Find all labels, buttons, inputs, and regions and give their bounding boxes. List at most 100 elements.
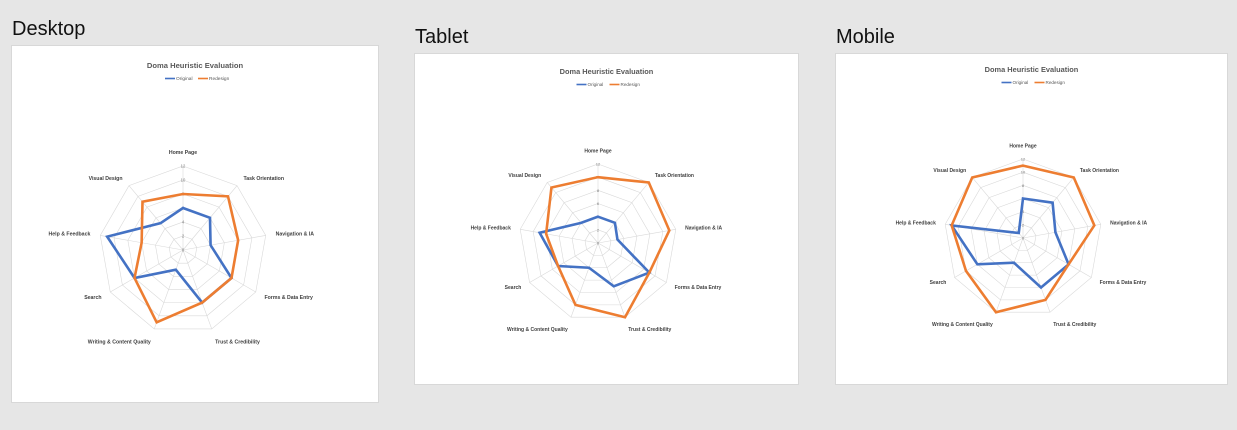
radar-grid <box>99 165 267 330</box>
category-label-home-page: Home Page <box>1009 144 1036 150</box>
series-line-original <box>105 206 234 305</box>
tick-label: 6 <box>597 201 600 206</box>
tick-label: 10 <box>1021 170 1026 175</box>
grid-spoke <box>1022 223 1101 239</box>
category-label-visual-design: Visual Design <box>508 173 541 179</box>
tick-label: 12 <box>1021 157 1026 162</box>
category-label-visual-design: Visual Design <box>89 176 123 182</box>
chart-title: Doma Heuristic Evaluation <box>560 67 654 76</box>
category-label-forms-and-data-entry: Forms & Data Entry <box>675 285 722 291</box>
category-label-home-page: Home Page <box>584 149 611 155</box>
tick-label: 12 <box>181 164 186 169</box>
series-line-redesign <box>544 175 671 319</box>
category-label-visual-design: Visual Design <box>933 168 966 174</box>
grid-spoke <box>971 177 1024 239</box>
grid-spoke <box>128 185 184 251</box>
grid-ring <box>141 207 225 290</box>
category-label-search: Search <box>505 285 522 291</box>
category-label-navigation-and-ia: Navigation & IA <box>276 232 315 238</box>
grid-spoke <box>995 237 1024 313</box>
grid-ring <box>127 193 239 303</box>
category-label-help-and-feedback: Help & Feedback <box>471 226 512 232</box>
grid-spoke <box>182 235 266 251</box>
grid-ring <box>970 185 1076 288</box>
tick-label: 4 <box>1022 209 1025 214</box>
grid-ring <box>168 235 198 264</box>
series-line-redesign <box>133 192 240 325</box>
grid-spoke <box>182 249 213 330</box>
grid-ring <box>957 171 1089 301</box>
category-label-search: Search <box>930 280 947 286</box>
tick-label: 0 <box>597 241 600 246</box>
grid-spoke <box>1022 177 1075 239</box>
grid-ring <box>113 179 253 317</box>
grid-spoke <box>597 228 676 244</box>
tick-label: 8 <box>597 188 600 193</box>
radar-chart-desktop: Doma Heuristic Evaluation Original Redesig… <box>49 61 315 345</box>
category-label-task-orientation: Task Orientation <box>1080 168 1119 174</box>
grid-ring <box>996 211 1050 264</box>
tick-label: 12 <box>596 162 601 167</box>
grid-ring <box>558 203 638 281</box>
tick-label: 4 <box>182 220 185 225</box>
grid-spoke <box>182 249 256 293</box>
tick-label: 2 <box>1022 222 1025 227</box>
legend-label-redesign: Redesign <box>209 76 230 82</box>
category-label-search: Search <box>84 295 101 301</box>
chart-card-desktop: Doma Heuristic Evaluation Original Redesig… <box>12 46 378 402</box>
grid-ring <box>944 158 1102 313</box>
grid-spoke <box>597 242 667 283</box>
tick-label: 2 <box>597 227 600 232</box>
category-label-task-orientation: Task Orientation <box>655 173 694 179</box>
category-label-writing-and-content-quality: Writing & Content Quality <box>507 327 568 333</box>
radar-chart-tablet: Doma Heuristic Evaluation Original Redesig… <box>471 67 723 333</box>
grid-ring <box>584 229 612 256</box>
grid-ring <box>532 176 664 306</box>
grid-spoke <box>597 182 650 244</box>
category-label-forms-and-data-entry: Forms & Data Entry <box>1100 280 1147 286</box>
grid-ring <box>155 221 211 277</box>
panel-label-desktop: Desktop <box>12 18 86 40</box>
tick-label: 0 <box>182 248 185 253</box>
category-label-help-and-feedback: Help & Feedback <box>896 221 937 227</box>
series-line-original <box>537 215 652 288</box>
grid-spoke <box>110 249 184 293</box>
category-label-home-page: Home Page <box>169 150 197 156</box>
chart-card-tablet: Doma Heuristic Evaluation Original Redesig… <box>415 54 798 384</box>
grid-spoke <box>1022 237 1092 278</box>
grid-spoke <box>597 242 626 318</box>
category-label-writing-and-content-quality: Writing & Content Quality <box>932 322 993 328</box>
legend-label-redesign: Redesign <box>621 82 641 87</box>
category-label-trust-and-credibility: Trust & Credibility <box>628 327 671 333</box>
category-label-trust-and-credibility: Trust & Credibility <box>1053 322 1096 328</box>
panel-label-mobile: Mobile <box>836 26 895 48</box>
legend-label-original: Original <box>588 82 604 87</box>
legend-label-original: Original <box>1013 80 1029 85</box>
category-label-trust-and-credibility: Trust & Credibility <box>215 339 260 345</box>
grid-spoke <box>153 249 184 330</box>
category-label-forms-and-data-entry: Forms & Data Entry <box>264 295 313 301</box>
grid-spoke <box>529 242 599 283</box>
grid-ring <box>99 165 267 330</box>
tick-label: 10 <box>181 178 186 183</box>
tick-label: 2 <box>182 234 185 239</box>
category-label-navigation-and-ia: Navigation & IA <box>1110 221 1147 227</box>
grid-spoke <box>546 182 599 244</box>
grid-ring <box>571 216 625 269</box>
chart-title: Doma Heuristic Evaluation <box>985 65 1079 74</box>
category-label-navigation-and-ia: Navigation & IA <box>685 226 722 232</box>
panel-label-tablet: Tablet <box>415 26 469 48</box>
category-label-help-and-feedback: Help & Feedback <box>49 232 91 238</box>
category-label-task-orientation: Task Orientation <box>243 176 284 182</box>
category-label-writing-and-content-quality: Writing & Content Quality <box>88 339 151 345</box>
series-line-redesign <box>950 164 1096 314</box>
series-line-original <box>949 197 1071 290</box>
grid-ring <box>545 190 651 293</box>
grid-spoke <box>520 228 599 244</box>
radar-chart-mobile: Doma Heuristic Evaluation Original Redesig… <box>896 65 1148 328</box>
grid-ring <box>519 163 677 318</box>
tick-label: 8 <box>1022 183 1025 188</box>
chart-title: Doma Heuristic Evaluation <box>147 61 244 70</box>
legend-label-original: Original <box>176 76 193 82</box>
legend-label-redesign: Redesign <box>1046 80 1066 85</box>
